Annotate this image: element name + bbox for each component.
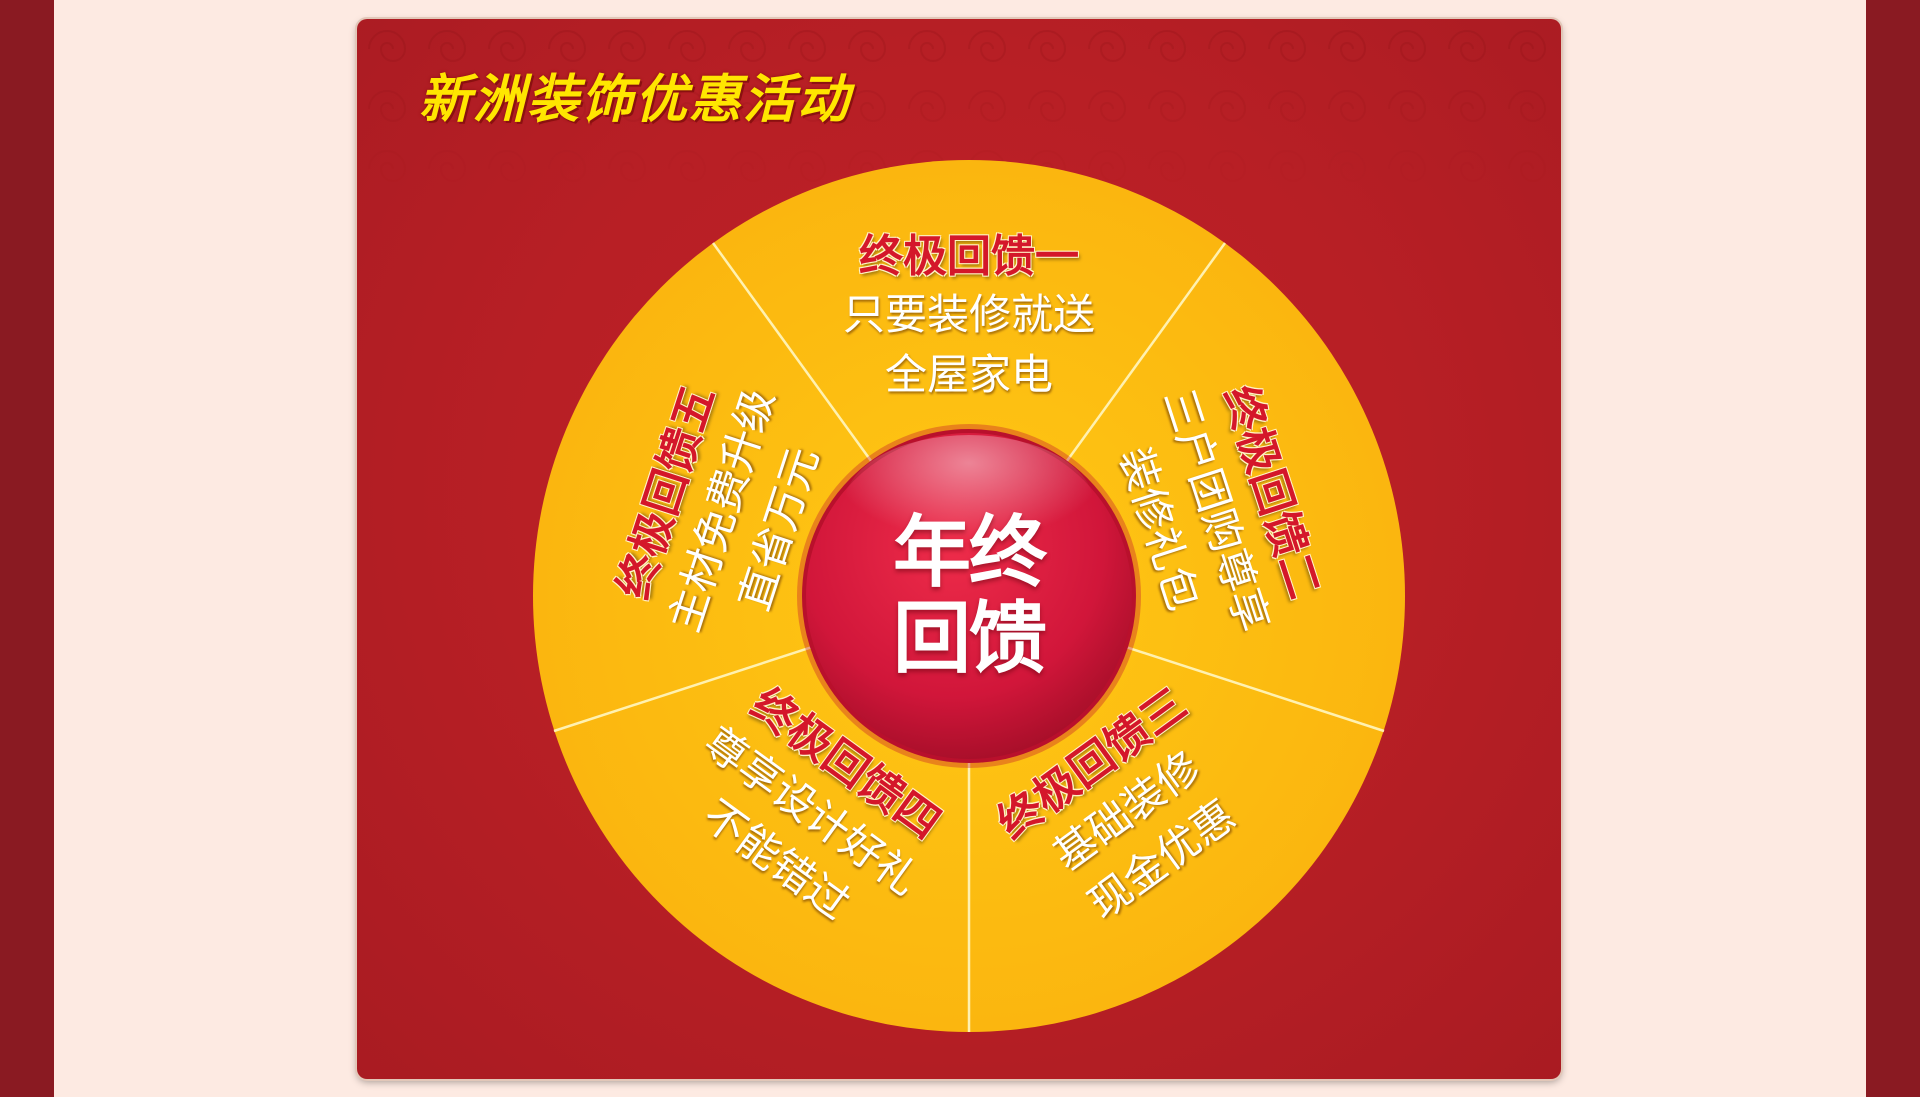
segment-line: 只要装修就送 — [842, 290, 1095, 339]
reward-wheel: 年终回馈 终极回馈一 只要装修就送 全屋家电 终极回馈二 三户团购尊享 装修礼包… — [533, 160, 1405, 1032]
segment-reward-1: 终极回馈一 只要装修就送 全屋家电 — [829, 229, 1109, 405]
segment-line: 全屋家电 — [884, 350, 1053, 399]
center-highlight — [844, 435, 1094, 575]
promotion-title: 新洲装饰优惠活动 — [419, 69, 852, 130]
right-side-band — [1866, 0, 1920, 1097]
wheel-graphic — [533, 160, 1405, 1032]
segment-title: 终极回馈一 — [859, 231, 1079, 282]
left-side-band — [0, 0, 54, 1097]
